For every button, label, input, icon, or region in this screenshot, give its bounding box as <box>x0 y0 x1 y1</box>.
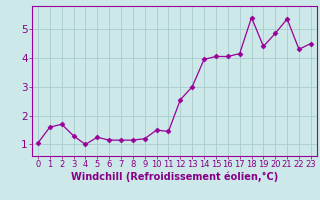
X-axis label: Windchill (Refroidissement éolien,°C): Windchill (Refroidissement éolien,°C) <box>71 172 278 182</box>
